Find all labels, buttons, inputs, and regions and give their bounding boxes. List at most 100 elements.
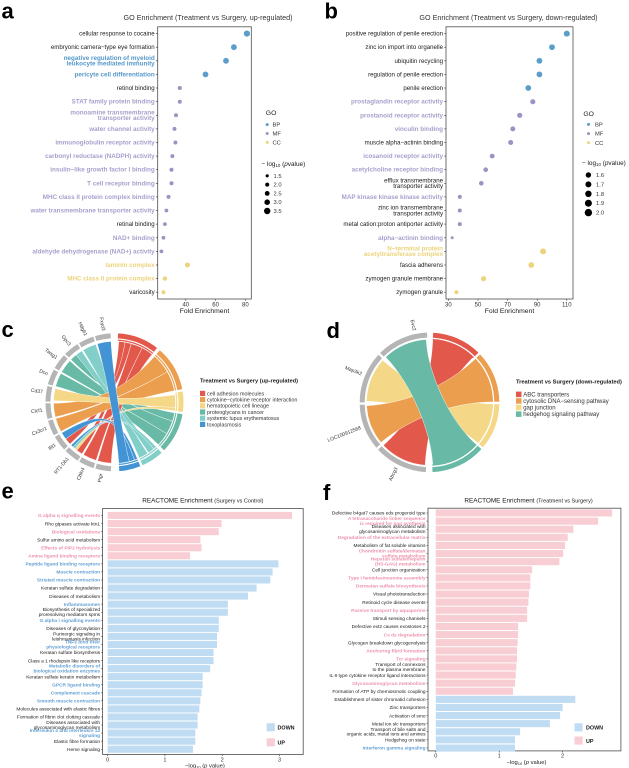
- svg-text:Inflammasomes: Inflammasomes: [64, 602, 101, 608]
- svg-text:efflux transmembrane: efflux transmembrane: [384, 177, 443, 184]
- svg-text:MHC class II protein complex b: MHC class II protein complex binding: [43, 194, 155, 201]
- svg-text:Dcn: Dcn: [38, 368, 49, 377]
- svg-text:Effects of PIP2 hydrolysis: Effects of PIP2 hydrolysis: [41, 545, 100, 551]
- svg-text:110: 110: [562, 302, 572, 308]
- svg-text:d: d: [327, 318, 340, 343]
- svg-text:Glycosaminoglycan metabolism: Glycosaminoglycan metabolism: [352, 681, 425, 687]
- svg-text:prostaglandin receptor activit: prostaglandin receptor activity: [351, 99, 444, 106]
- svg-text:positive regulation of penile: positive regulation of penile erection: [346, 31, 443, 38]
- svg-text:a: a: [2, 0, 15, 23]
- svg-text:immunoglobulin receptor activi: immunoglobulin receptor activity: [55, 140, 155, 147]
- svg-text:toxoplasmosis: toxoplasmosis: [207, 422, 241, 428]
- svg-text:50: 50: [475, 302, 482, 308]
- svg-text:Clcf1: Clcf1: [31, 408, 43, 415]
- svg-text:alpha−actinin binding: alpha−actinin binding: [378, 235, 443, 242]
- svg-text:Evc2: Evc2: [409, 319, 417, 331]
- svg-text:Type I hemidesmosome assembly: Type I hemidesmosome assembly: [348, 576, 426, 582]
- svg-text:1.7: 1.7: [596, 182, 604, 188]
- svg-text:Cs ds degradation: Cs ds degradation: [384, 632, 426, 638]
- svg-text:ubiquitin recycling: ubiquitin recycling: [395, 58, 443, 65]
- svg-text:G alpha i signalling events: G alpha i signalling events: [40, 618, 101, 624]
- svg-text:Interferon gamma signaling: Interferon gamma signaling: [363, 746, 426, 752]
- svg-text:Muscle contraction: Muscle contraction: [56, 570, 100, 576]
- svg-text:1.5: 1.5: [274, 174, 282, 180]
- svg-text:30: 30: [445, 302, 452, 308]
- svg-text:Cx3cr1: Cx3cr1: [31, 426, 48, 438]
- svg-text:icosanoid receptor activity: icosanoid receptor activity: [363, 153, 443, 160]
- svg-text:c: c: [2, 317, 14, 342]
- svg-text:GO: GO: [583, 111, 594, 118]
- svg-text:transporter activity: transporter activity: [393, 183, 444, 190]
- svg-text:zinc ion import into organelle: zinc ion import into organelle: [365, 44, 443, 51]
- svg-text:Complement cascade: Complement cascade: [51, 691, 101, 697]
- svg-text:Fold Enrichment: Fold Enrichment: [485, 308, 535, 315]
- svg-text:(HS-GAG) metabolism: (HS-GAG) metabolism: [375, 562, 425, 568]
- svg-text:sulfate metabolism: sulfate metabolism: [382, 553, 425, 559]
- svg-text:e: e: [2, 478, 14, 503]
- svg-text:G alpha q signalling events: G alpha q signalling events: [38, 513, 100, 519]
- svg-text:Fold Enrichment: Fold Enrichment: [180, 308, 230, 315]
- svg-text:Transport of connexons: Transport of connexons: [375, 662, 426, 668]
- svg-text:Metabolic disorders of: Metabolic disorders of: [49, 664, 101, 670]
- svg-text:fascia adherens: fascia adherens: [400, 262, 443, 269]
- svg-text:− log10 (pvalue): − log10 (pvalue): [582, 160, 626, 167]
- svg-text:cell adhesion molecules: cell adhesion molecules: [207, 391, 265, 397]
- svg-text:−log10 (p value): −log10 (p value): [185, 764, 225, 768]
- svg-text:Keratan sulfate degradation: Keratan sulfate degradation: [41, 586, 100, 592]
- svg-text:3.5: 3.5: [274, 209, 282, 215]
- svg-text:vinculin binding: vinculin binding: [395, 126, 443, 133]
- svg-text:Tcr signaling: Tcr signaling: [396, 657, 426, 663]
- svg-text:Striated muscle contraction: Striated muscle contraction: [37, 578, 100, 584]
- svg-text:CC: CC: [273, 140, 281, 146]
- svg-text:regulation of penile erection: regulation of penile erection: [368, 71, 443, 78]
- svg-text:Diseases associated with: Diseases associated with: [372, 524, 426, 530]
- svg-text:Hdgb1: Hdgb1: [77, 321, 89, 337]
- svg-text:Metabolism of fat soluble vita: Metabolism of fat soluble vitamins: [354, 543, 427, 549]
- svg-text:Keratan sulfate keratin metabo: Keratan sulfate keratin metabolism: [26, 674, 100, 680]
- svg-text:Molecules associated with elas: Molecules associated with elastic fibres: [16, 707, 100, 713]
- svg-text:retinol binding: retinol binding: [117, 85, 155, 92]
- svg-text:3.0: 3.0: [274, 200, 282, 206]
- svg-text:leishmaniasis infection: leishmaniasis infection: [52, 636, 100, 642]
- svg-text:Heparan sulfate/heparin: Heparan sulfate/heparin: [371, 557, 426, 563]
- svg-text:40: 40: [182, 302, 189, 308]
- svg-text:metal cation:proton antiporter: metal cation:proton antiporter activity: [343, 221, 444, 228]
- svg-text:Amine ligand binding receptors: Amine ligand binding receptors: [28, 554, 100, 560]
- svg-text:hedgehog signaling pathway: hedgehog signaling pathway: [523, 412, 599, 418]
- svg-text:Ifit1: Ifit1: [47, 442, 57, 452]
- svg-text:Activation of smo: Activation of smo: [389, 713, 426, 719]
- svg-text:1: 1: [498, 754, 501, 760]
- svg-text:Abcg3: Abcg3: [388, 466, 400, 482]
- svg-text:Cd37: Cd37: [30, 388, 43, 395]
- svg-text:1: 1: [163, 757, 166, 763]
- svg-text:GO Enrichment (Treatment vs Su: GO Enrichment (Treatment vs Surgery, up-…: [124, 13, 293, 22]
- svg-text:proresolving mediators spms: proresolving mediators spms: [39, 612, 101, 618]
- svg-text:CC: CC: [595, 141, 603, 147]
- svg-text:Diseases of metabolism: Diseases of metabolism: [49, 594, 100, 600]
- svg-text:cellular response to cocaine: cellular response to cocaine: [79, 31, 155, 38]
- svg-text:REACTOME Enrichment (Treatment: REACTOME Enrichment (Treatment vs Surger…: [464, 498, 592, 505]
- svg-text:1.9: 1.9: [596, 201, 604, 207]
- svg-text:GO Enrichment (Treatment vs Su: GO Enrichment (Treatment vs Surgery, dow…: [419, 13, 597, 22]
- svg-text:to the plasma membrane: to the plasma membrane: [372, 667, 425, 673]
- svg-text:zymogen granule: zymogen granule: [396, 289, 443, 296]
- svg-text:DOWN: DOWN: [278, 726, 295, 732]
- svg-text:Sulfur amino acid metabolism: Sulfur amino acid metabolism: [37, 537, 100, 543]
- svg-text:is required for gag synthesis: is required for gag synthesis: [360, 521, 426, 527]
- svg-text:embryonic camera−type eye form: embryonic camera−type eye formation: [51, 44, 155, 51]
- svg-text:GO: GO: [266, 110, 277, 117]
- svg-text:Purinergic signaling in: Purinergic signaling in: [53, 631, 100, 637]
- svg-text:leukocyte mediated immunity: leukocyte mediated immunity: [67, 61, 156, 68]
- svg-text:BP: BP: [595, 122, 603, 128]
- svg-text:90: 90: [534, 302, 541, 308]
- svg-text:TNFs bind their: TNFs bind their: [65, 639, 100, 645]
- svg-text:Heme signaling: Heme signaling: [67, 747, 100, 753]
- svg-text:Interleukin 4 and interleukin: Interleukin 4 and interleukin 13: [30, 728, 101, 734]
- svg-text:cytokine−cytokine receptor int: cytokine−cytokine receptor interaction: [207, 398, 297, 404]
- svg-text:proteoglycans in cancer: proteoglycans in cancer: [207, 410, 264, 416]
- svg-text:Visual phototransduction: Visual phototransduction: [373, 592, 426, 598]
- svg-text:Formation of ATP by chemiosmot: Formation of ATP by chemiosmotic couplin…: [332, 689, 425, 695]
- svg-text:laminin complex: laminin complex: [105, 262, 155, 269]
- svg-text:Fxyd3: Fxyd3: [98, 317, 106, 332]
- svg-text:transporter activity: transporter activity: [393, 210, 444, 217]
